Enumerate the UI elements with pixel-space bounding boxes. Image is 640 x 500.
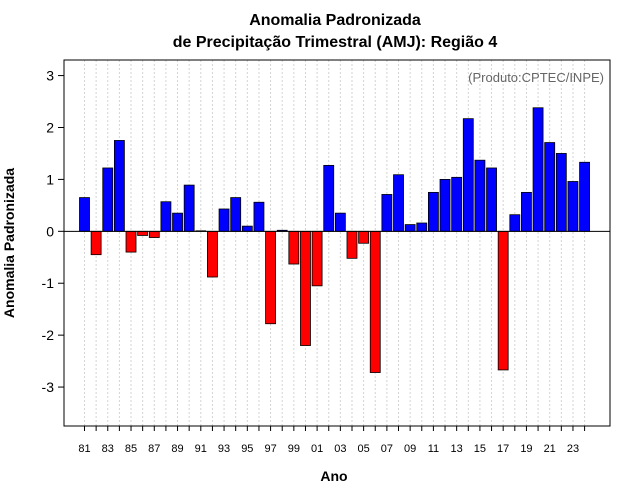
bar-1996 (253, 201, 265, 232)
bar-1985 (125, 230, 137, 253)
chart-title-line1: Anomalia Padronizada (249, 12, 421, 29)
y-tick-label: -3 (42, 379, 55, 395)
bar-2009 (404, 224, 416, 232)
bar-2013 (451, 176, 463, 232)
x-tick-label: 05 (357, 443, 369, 455)
x-tick-label: 07 (381, 443, 393, 455)
bar-2015 (474, 159, 486, 232)
y-tick-label: -2 (42, 327, 55, 343)
source-annotation: (Produto:CPTEC/INPE) (468, 70, 604, 85)
bar-1999 (288, 230, 300, 265)
bar-2002 (323, 164, 335, 232)
x-tick-label: 03 (334, 443, 346, 455)
bar-1989 (172, 212, 183, 232)
bar-2024 (579, 161, 590, 232)
y-tick-label: -1 (42, 275, 55, 291)
x-tick-label: 97 (264, 443, 276, 455)
bar-1987 (148, 230, 160, 238)
bar-2021 (544, 142, 556, 232)
y-axis-title: Anomalia Padronizada (1, 168, 17, 318)
bar-1983 (102, 167, 114, 232)
bar-2010 (416, 222, 428, 232)
x-tick-label: 13 (451, 443, 463, 455)
bar-2014 (462, 118, 474, 232)
bar-1986 (137, 230, 149, 236)
bar-2007 (381, 194, 393, 232)
bar-2006 (369, 230, 381, 373)
x-tick-label: 83 (102, 443, 114, 455)
x-tick-label: 17 (497, 443, 509, 455)
bar-2008 (393, 174, 404, 232)
y-tick-label: 1 (46, 171, 54, 187)
x-tick-label: 81 (78, 443, 90, 455)
bar-2001 (311, 230, 323, 287)
x-tick-label: 23 (567, 443, 579, 455)
y-axis: 3 2 1 0 -1 -2 -3 (42, 68, 64, 395)
x-tick-label: 01 (311, 443, 323, 455)
x-tick-label: 87 (148, 443, 160, 455)
bar-2016 (486, 167, 497, 232)
bar-1982 (90, 230, 102, 256)
bar-2017 (497, 230, 509, 371)
x-tick-label: 85 (125, 443, 137, 455)
x-tick-label: 91 (195, 443, 207, 455)
x-tick-label: 21 (544, 443, 556, 455)
bar-1995 (241, 225, 253, 232)
x-tick-label: 93 (218, 443, 230, 455)
x-tick-label: 09 (404, 443, 416, 455)
bar-1984 (113, 140, 125, 232)
grid-lines (84, 60, 586, 426)
chart-title-line2: de Precipitação Trimestral (AMJ): Região… (173, 34, 498, 51)
bar-2022 (555, 153, 567, 232)
x-tick-label: 99 (288, 443, 300, 455)
bar-1988 (160, 201, 172, 232)
bar-2023 (567, 181, 579, 232)
bar-1993 (218, 208, 230, 232)
x-axis: 81 83 85 87 89 91 93 95 97 99 01 03 05 07 09 11 13 15 17 19… (78, 426, 586, 455)
x-tick-label: 95 (241, 443, 253, 455)
bar-1997 (265, 230, 276, 325)
bar-1992 (207, 230, 218, 278)
bar-2011 (427, 191, 439, 232)
x-axis-title: Ano (320, 468, 347, 484)
plot-frame (63, 59, 611, 427)
bar-1990 (183, 184, 195, 232)
x-tick-label: 15 (474, 443, 486, 455)
y-tick-label: 0 (46, 223, 54, 239)
bar-1981 (79, 197, 90, 232)
x-tick-label: 89 (171, 443, 183, 455)
bar-2000 (300, 230, 311, 346)
y-tick-label: 3 (46, 68, 54, 84)
bar-2018 (509, 214, 521, 232)
bar-1994 (230, 197, 242, 232)
bar-2003 (334, 212, 346, 232)
x-tick-label: 11 (428, 443, 439, 455)
bar-2004 (346, 230, 358, 259)
bar-2005 (358, 230, 370, 244)
y-tick-label: 2 (46, 119, 54, 135)
bar-series (79, 107, 590, 373)
bar-2020 (532, 107, 544, 232)
bar-2012 (439, 178, 451, 232)
bar-2019 (521, 191, 532, 232)
x-tick-label: 19 (520, 443, 532, 455)
